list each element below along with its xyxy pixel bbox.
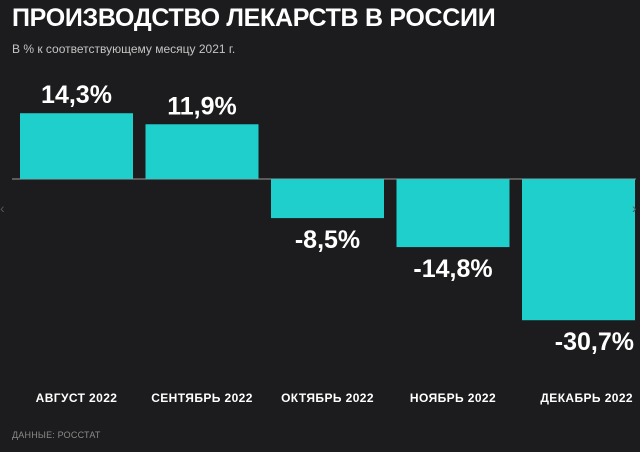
- chart-title: ПРОИЗВОДСТВО ЛЕКАРСТВ В РОССИИ: [12, 4, 496, 32]
- category-label-4: НОЯБРЬ 2022: [410, 391, 496, 405]
- chevron-right-icon: ›: [632, 200, 637, 216]
- category-label-1: АВГУСТ 2022: [36, 391, 118, 405]
- bar-value-label-5: -30,7%: [555, 328, 634, 356]
- bar-5: [522, 179, 635, 321]
- category-label-5: ДЕКАБРЬ 2022: [540, 391, 633, 405]
- bar-value-label-3: -8,5%: [295, 226, 360, 254]
- bar-1: [20, 113, 133, 179]
- chevron-left-icon: ‹: [0, 200, 5, 216]
- bar-3: [271, 179, 384, 219]
- data-source-note: ДАННЫЕ: РОССТАТ: [12, 430, 101, 440]
- category-label-3: ОКТЯБРЬ 2022: [281, 391, 374, 405]
- bar-value-label-1: 14,3%: [41, 81, 112, 109]
- category-label-2: СЕНТЯБРЬ 2022: [151, 391, 253, 405]
- bar-value-label-4: -14,8%: [413, 255, 492, 283]
- bar-value-label-2: 11,9%: [167, 92, 237, 120]
- chart-subtitle: В % к соответствующему месяцу 2021 г.: [12, 42, 236, 56]
- bar-4: [396, 179, 510, 248]
- bar-2: [145, 124, 259, 179]
